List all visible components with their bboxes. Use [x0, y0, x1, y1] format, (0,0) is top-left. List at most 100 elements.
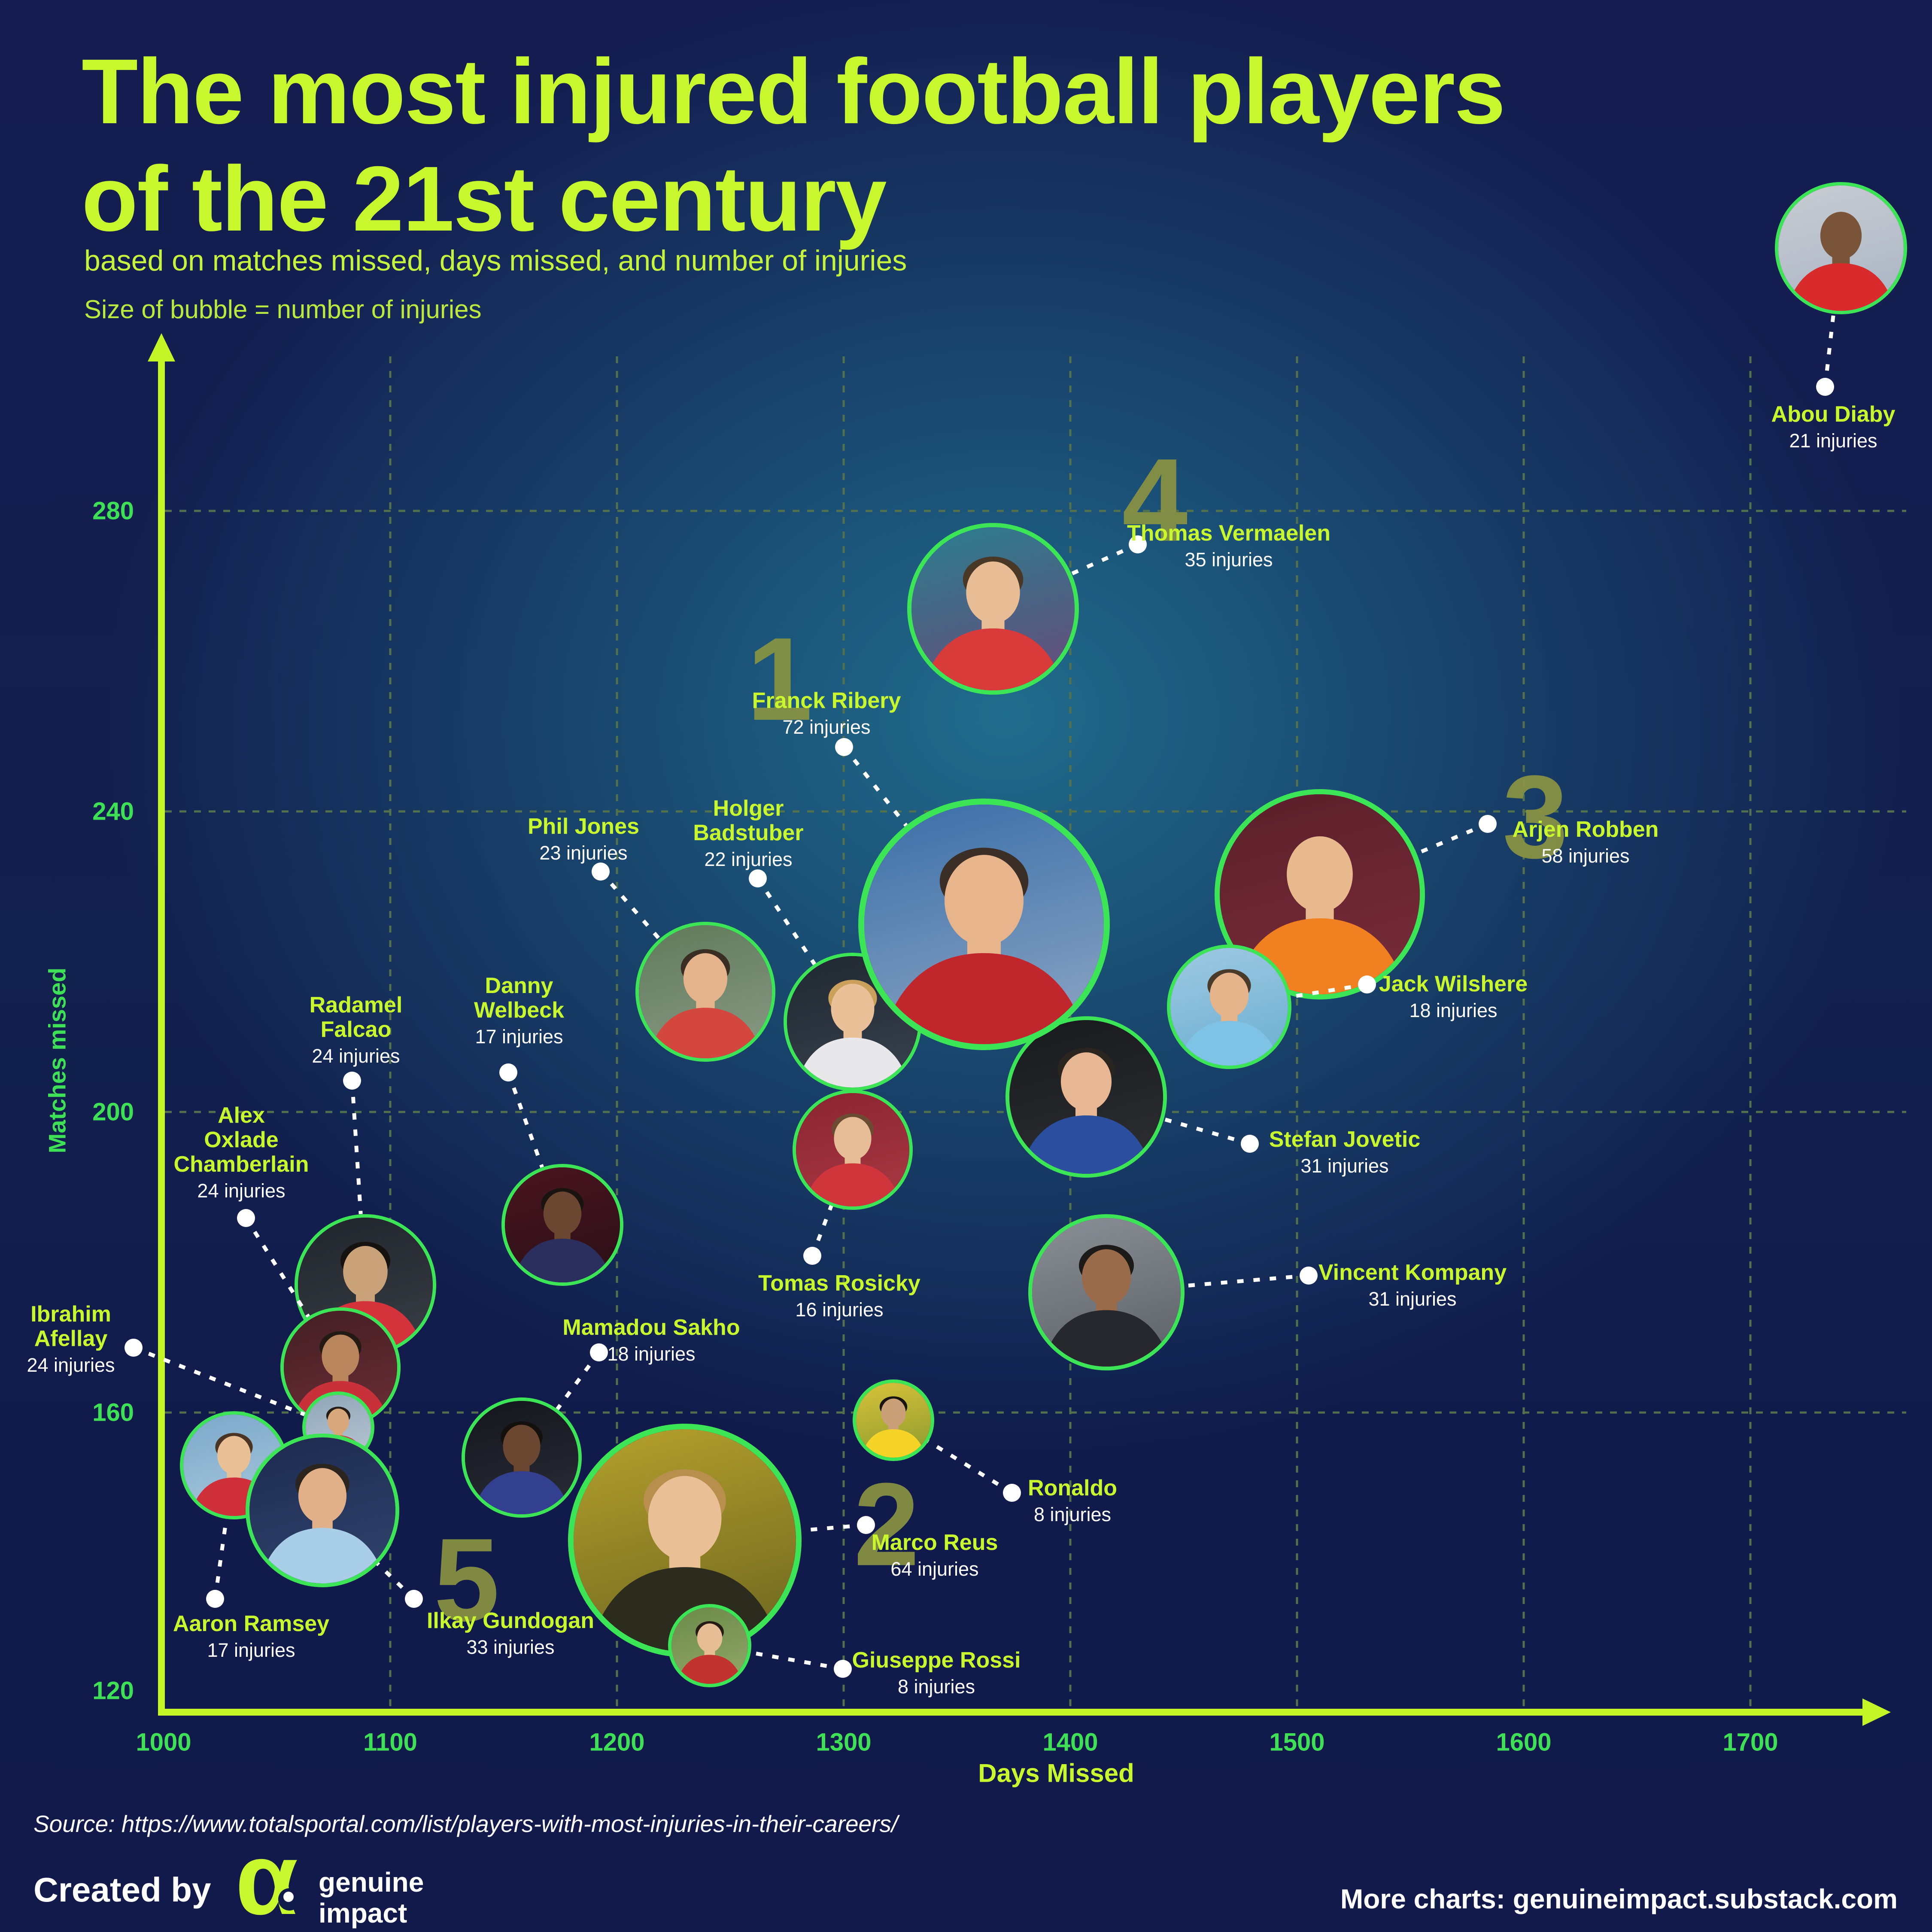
player-name-line: Chamberlain	[173, 1152, 309, 1177]
player-injuries: 33 injuries	[466, 1636, 555, 1658]
player-name-line: Afellay	[34, 1326, 108, 1351]
rank-number-5: 5	[434, 1514, 500, 1646]
leader-dot-sakho	[590, 1343, 608, 1361]
leader-line-reus	[801, 1523, 866, 1533]
player-injuries: 64 injuries	[890, 1558, 979, 1580]
player-photo	[1170, 948, 1288, 1066]
brand-name: genuine impact	[319, 1867, 424, 1929]
leader-line-robben	[1416, 822, 1488, 856]
x-tick-1100: 1100	[363, 1728, 417, 1756]
leader-dot-ronaldo	[1003, 1484, 1021, 1502]
player-bubble-rosicky	[793, 1089, 913, 1210]
player-name-line: Marco Reus	[871, 1530, 998, 1555]
player-name-line: Thomas Vermaelen	[1127, 521, 1331, 546]
player-label-sakho: Mamadou Sakho 18 injuries	[562, 1315, 740, 1365]
y-tick-200: 200	[92, 1098, 134, 1126]
leader-line-diaby	[1823, 313, 1836, 387]
leader-dot-rosicky	[803, 1247, 821, 1265]
player-name: Giuseppe Rossi	[852, 1648, 1021, 1673]
player-injuries: 18 injuries	[1409, 999, 1498, 1021]
page-title-line2: of the 21st century	[82, 147, 887, 250]
player-label-robben: Arjen Robben 58 injuries	[1513, 817, 1659, 867]
leader-dot-ribery	[835, 738, 853, 756]
leader-line-kompany	[1184, 1273, 1309, 1288]
player-name: Alex Oxlade Chamberlain	[174, 1103, 309, 1177]
player-injuries: 58 injuries	[1541, 845, 1630, 867]
player-name-line: Mamadou Sakho	[562, 1315, 740, 1340]
x-axis-title: Days Missed	[978, 1759, 1134, 1788]
player-bubble-wilshere	[1166, 945, 1291, 1069]
player-bubble-sakho	[462, 1397, 582, 1518]
player-injuries: 23 injuries	[539, 842, 628, 864]
page-title: The most injured football players of the…	[82, 38, 1506, 252]
leader-dot-diaby	[1816, 378, 1834, 396]
leader-dot-robben	[1479, 815, 1497, 833]
player-label-rosicky: Tomas Rosicky 16 injuries	[758, 1271, 920, 1321]
player-photo	[1778, 185, 1904, 311]
player-photo	[505, 1167, 620, 1282]
player-name-line: Ilkay Gundogan	[426, 1608, 595, 1633]
player-name-line: Jack Wilshere	[1379, 972, 1528, 996]
player-name-line: Stefan Jovetic	[1269, 1127, 1421, 1152]
player-injuries: 22 injuries	[704, 848, 793, 870]
player-label-gundogan: Ilkay Gundogan 33 injuries	[427, 1609, 594, 1658]
player-name: Phil Jones	[528, 814, 639, 839]
brand-line2: impact	[319, 1898, 407, 1929]
player-name-line: Oxlade	[204, 1127, 279, 1152]
player-label-diaby: Abou Diaby 21 injuries	[1771, 402, 1896, 452]
leader-dot-jovetic	[1241, 1135, 1259, 1153]
player-name: Marco Reus	[872, 1531, 998, 1555]
leader-dot-falcao	[343, 1072, 361, 1090]
page-subtitle: based on matches missed, days missed, an…	[84, 244, 907, 277]
logo-eye-icon	[278, 1888, 301, 1911]
player-bubble-diaby	[1775, 182, 1908, 314]
player-injuries: 24 injuries	[312, 1045, 400, 1067]
leader-dot-reus	[857, 1516, 875, 1534]
player-label-vermaelen: Thomas Vermaelen 35 injuries	[1127, 521, 1331, 571]
leader-line-jovetic	[1163, 1117, 1251, 1146]
leader-line-rossi	[750, 1650, 843, 1671]
player-injuries: 17 injuries	[207, 1639, 295, 1661]
player-name: Franck Ribery	[752, 689, 901, 713]
player-photo	[465, 1401, 579, 1514]
bubble-size-note: Size of bubble = number of injuries	[84, 295, 482, 324]
player-name: Aaron Ramsey	[173, 1612, 329, 1636]
player-photo	[856, 1382, 931, 1458]
brand-line1: genuine	[319, 1867, 424, 1898]
player-name-line: Danny	[485, 973, 553, 998]
y-tick-160: 160	[92, 1398, 134, 1427]
player-label-wilshere: Jack Wilshere 18 injuries	[1379, 972, 1528, 1021]
y-axis-line	[158, 360, 165, 1716]
leader-line-ribery	[842, 746, 908, 827]
player-name: Thomas Vermaelen	[1127, 521, 1331, 546]
player-name-line: Badstuber	[693, 820, 804, 845]
leader-dot-oxlade	[237, 1209, 255, 1227]
player-injuries: 8 injuries	[1033, 1504, 1112, 1525]
x-tick-1600: 1600	[1496, 1728, 1552, 1756]
player-injuries: 17 injuries	[475, 1026, 563, 1048]
player-injuries: 72 injuries	[782, 716, 871, 738]
player-name: Vincent Kompany	[1318, 1261, 1507, 1285]
x-tick-1300: 1300	[816, 1728, 872, 1756]
leader-dot-kompany	[1300, 1267, 1318, 1285]
genuine-impact-logo-icon: α	[235, 1822, 298, 1932]
player-name-line: Ronaldo	[1028, 1476, 1117, 1501]
player-label-falcao: Radamel Falcao 24 injuries	[310, 993, 403, 1067]
player-name-line: Ibrahim	[30, 1302, 111, 1327]
player-name-line: Aaron Ramsey	[173, 1611, 330, 1636]
leader-dot-rossi	[834, 1660, 852, 1678]
player-injuries: 24 injuries	[197, 1180, 286, 1202]
player-name-line: Abou Diaby	[1771, 402, 1896, 427]
player-name: Jack Wilshere	[1379, 972, 1528, 996]
player-bubble-vermaelen	[907, 522, 1079, 695]
leader-line-oxlade	[244, 1217, 310, 1318]
player-label-afellay: Ibrahim Afellay 24 injuries	[27, 1302, 115, 1376]
player-name: Danny Welbeck	[474, 974, 564, 1023]
more-charts-link[interactable]: More charts: genuineimpact.substack.com	[1340, 1883, 1898, 1914]
player-bubble-kompany	[1028, 1214, 1185, 1370]
player-photo	[911, 527, 1075, 690]
leader-dot-ramsey	[206, 1590, 224, 1608]
player-label-reus: Marco Reus 64 injuries	[872, 1531, 998, 1580]
player-photo	[249, 1437, 395, 1583]
